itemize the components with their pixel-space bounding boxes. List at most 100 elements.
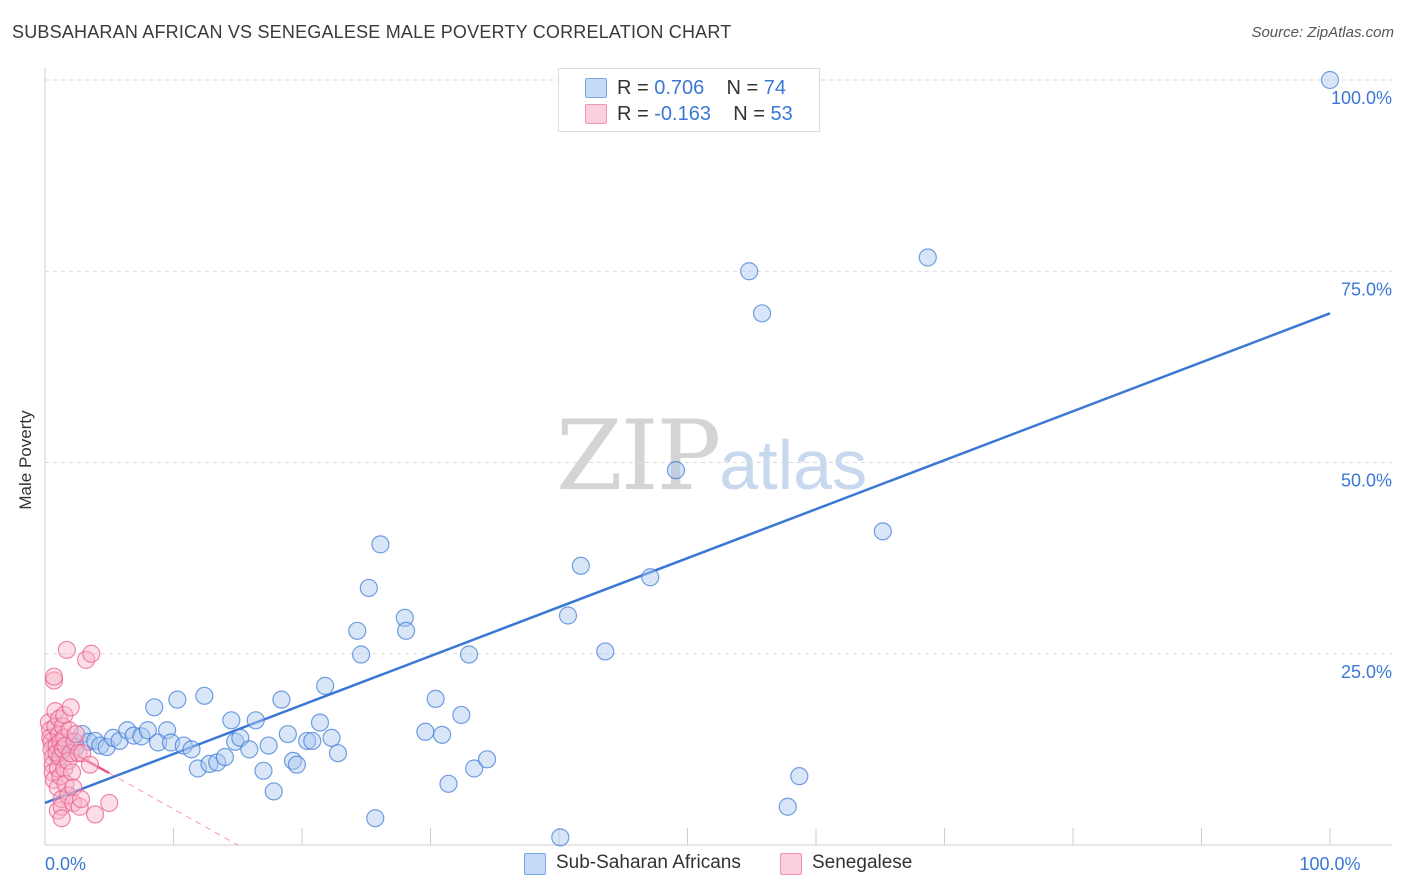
point-senegalese <box>70 797 89 816</box>
point-subsaharan <box>873 522 892 541</box>
y-tick-label: 50.0% <box>1341 471 1392 491</box>
point-senegalese <box>57 640 76 660</box>
point-senegalese <box>66 724 85 744</box>
point-subsaharan <box>240 740 259 759</box>
point-subsaharan <box>396 621 416 640</box>
point-subsaharan <box>272 690 291 709</box>
watermark: ZIPatlas <box>556 400 867 512</box>
point-subsaharan <box>298 731 317 751</box>
bottom-legend-label: Sub-Saharan Africans <box>556 852 741 873</box>
point-subsaharan <box>200 754 219 774</box>
point-subsaharan <box>459 645 479 664</box>
trend-line-extension <box>109 772 238 846</box>
point-subsaharan <box>254 761 273 780</box>
legend-n-value: 74 <box>763 77 787 99</box>
y-tick-label: 25.0% <box>1341 662 1392 682</box>
point-subsaharan <box>138 721 157 740</box>
point-subsaharan <box>246 711 265 730</box>
bottom-legend-swatch-blue <box>524 853 546 875</box>
point-subsaharan <box>278 724 297 744</box>
point-subsaharan <box>551 828 570 847</box>
point-subsaharan <box>740 262 759 281</box>
point-subsaharan <box>571 556 590 575</box>
point-subsaharan <box>195 686 214 705</box>
trend-lines <box>44 312 1331 846</box>
point-subsaharan <box>124 726 143 745</box>
point-subsaharan <box>918 248 937 267</box>
point-subsaharan <box>477 750 497 769</box>
data-points <box>39 70 1340 847</box>
point-senegalese <box>62 763 82 782</box>
point-subsaharan <box>641 568 660 587</box>
point-subsaharan <box>452 705 471 725</box>
trend-line-subsaharan <box>44 312 1331 805</box>
y-tick-label: 100.0% <box>1331 88 1392 108</box>
point-subsaharan <box>168 690 187 709</box>
point-subsaharan <box>303 731 322 751</box>
chart-title: SUBSAHARAN AFRICAN VS SENEGALESE MALE PO… <box>12 22 732 42</box>
point-subsaharan <box>666 461 686 480</box>
bottom-legend-label: Senegalese <box>812 852 913 873</box>
tick-labels: 25.0% 50.0% 75.0% 100.0% 0.0% 100.0% <box>45 88 1392 874</box>
point-senegalese <box>82 644 101 663</box>
point-subsaharan <box>328 744 348 763</box>
point-senegalese <box>100 793 119 813</box>
x-tick-label: 100.0% <box>1299 854 1360 874</box>
legend-r-value: -0.163 <box>654 103 711 125</box>
point-subsaharan <box>371 535 390 554</box>
legend-swatch-pink <box>585 104 607 124</box>
point-subsaharan <box>778 797 797 816</box>
point-subsaharan <box>752 304 772 323</box>
legend-r-label: R = <box>617 77 655 99</box>
point-subsaharan <box>416 722 435 741</box>
point-subsaharan <box>188 759 208 778</box>
point-subsaharan <box>148 733 168 752</box>
point-subsaharan <box>432 725 452 744</box>
point-subsaharan <box>558 606 578 625</box>
point-subsaharan <box>366 809 385 828</box>
point-subsaharan <box>145 698 164 717</box>
point-subsaharan <box>790 767 809 786</box>
axes <box>44 68 1392 846</box>
point-senegalese <box>71 789 91 809</box>
point-subsaharan <box>222 711 241 730</box>
watermark-atlas: atlas <box>719 426 868 504</box>
stats-legend: R = 0.706 N = 74 R = -0.163 N = 53 <box>558 68 820 132</box>
x-tick-label: 0.0% <box>45 854 86 874</box>
point-subsaharan <box>465 759 484 778</box>
point-subsaharan <box>182 740 201 759</box>
point-subsaharan <box>264 782 283 801</box>
point-subsaharan <box>310 713 330 732</box>
legend-n-label: N = <box>726 77 764 99</box>
point-senegalese <box>86 805 105 824</box>
point-senegalese <box>52 809 71 828</box>
point-subsaharan <box>359 578 378 598</box>
point-senegalese <box>44 671 64 690</box>
point-subsaharan <box>352 645 371 664</box>
point-subsaharan <box>259 736 278 755</box>
legend-n-value: 53 <box>770 103 793 125</box>
legend-r-label: R = <box>617 103 655 125</box>
legend-swatch-blue <box>585 78 607 98</box>
legend-n-label: N = <box>733 103 771 125</box>
point-subsaharan <box>439 774 458 793</box>
y-tick-label: 75.0% <box>1341 279 1392 299</box>
point-subsaharan <box>322 728 341 748</box>
point-subsaharan <box>395 608 414 627</box>
point-senegalese <box>44 667 64 686</box>
point-subsaharan <box>596 642 615 661</box>
point-subsaharan <box>426 689 445 708</box>
point-subsaharan <box>287 755 306 774</box>
bottom-legend-swatch-pink <box>780 853 802 875</box>
point-subsaharan <box>215 747 234 767</box>
point-subsaharan <box>1320 70 1340 90</box>
watermark-zip: ZIP <box>556 400 721 512</box>
legend-r-value: 0.706 <box>654 77 705 99</box>
source-label: Source: ZipAtlas.com <box>1251 24 1394 41</box>
point-senegalese <box>61 698 80 717</box>
point-senegalese <box>69 744 88 763</box>
point-subsaharan <box>348 621 367 640</box>
point-senegalese <box>80 755 100 774</box>
point-subsaharan <box>316 676 335 695</box>
